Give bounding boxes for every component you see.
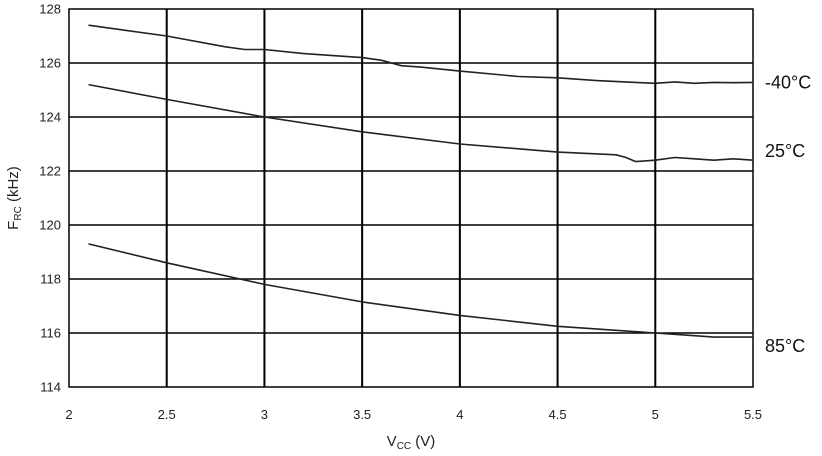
y-tick-label: 118 xyxy=(40,272,61,287)
y-tick-label: 122 xyxy=(39,164,61,179)
series-label-1: -40°C xyxy=(765,72,811,92)
x-tick-label: 4.5 xyxy=(549,407,567,422)
x-tick-label: 4 xyxy=(456,407,463,422)
grid xyxy=(69,9,753,387)
series-lines xyxy=(88,24,754,338)
plot-frame xyxy=(68,8,754,388)
series-label-2: 25°C xyxy=(765,141,805,161)
x-tick-label: 2.5 xyxy=(158,407,176,422)
y-tick-label: 128 xyxy=(39,2,61,17)
x-tick-label: 3 xyxy=(261,407,268,422)
x-tick-label: 5 xyxy=(652,407,659,422)
y-tick-labels: 114 116 118 120 122 124 126 128 xyxy=(39,2,61,395)
x-tick-label: 3.5 xyxy=(353,407,371,422)
x-tick-labels: 2 2.5 3 3.5 4 4.5 5 5.5 xyxy=(65,407,762,422)
y-tick-label: 124 xyxy=(39,110,61,125)
series-line-1 xyxy=(88,24,754,85)
y-tick-label: 116 xyxy=(40,326,61,341)
series-line-3 xyxy=(88,243,753,338)
series-labels: -40°C 25°C 85°C xyxy=(765,72,811,356)
y-tick-label: 120 xyxy=(39,218,61,233)
x-tick-label: 2 xyxy=(65,407,72,422)
series-label-3: 85°C xyxy=(765,336,805,356)
y-axis-title: FRC (kHz) xyxy=(5,166,24,230)
series-line-2 xyxy=(88,83,754,163)
y-tick-label: 126 xyxy=(39,56,61,71)
x-tick-label: 5.5 xyxy=(744,407,762,422)
x-axis-title: VCC (V) xyxy=(387,433,436,452)
y-tick-label: 114 xyxy=(40,380,61,395)
